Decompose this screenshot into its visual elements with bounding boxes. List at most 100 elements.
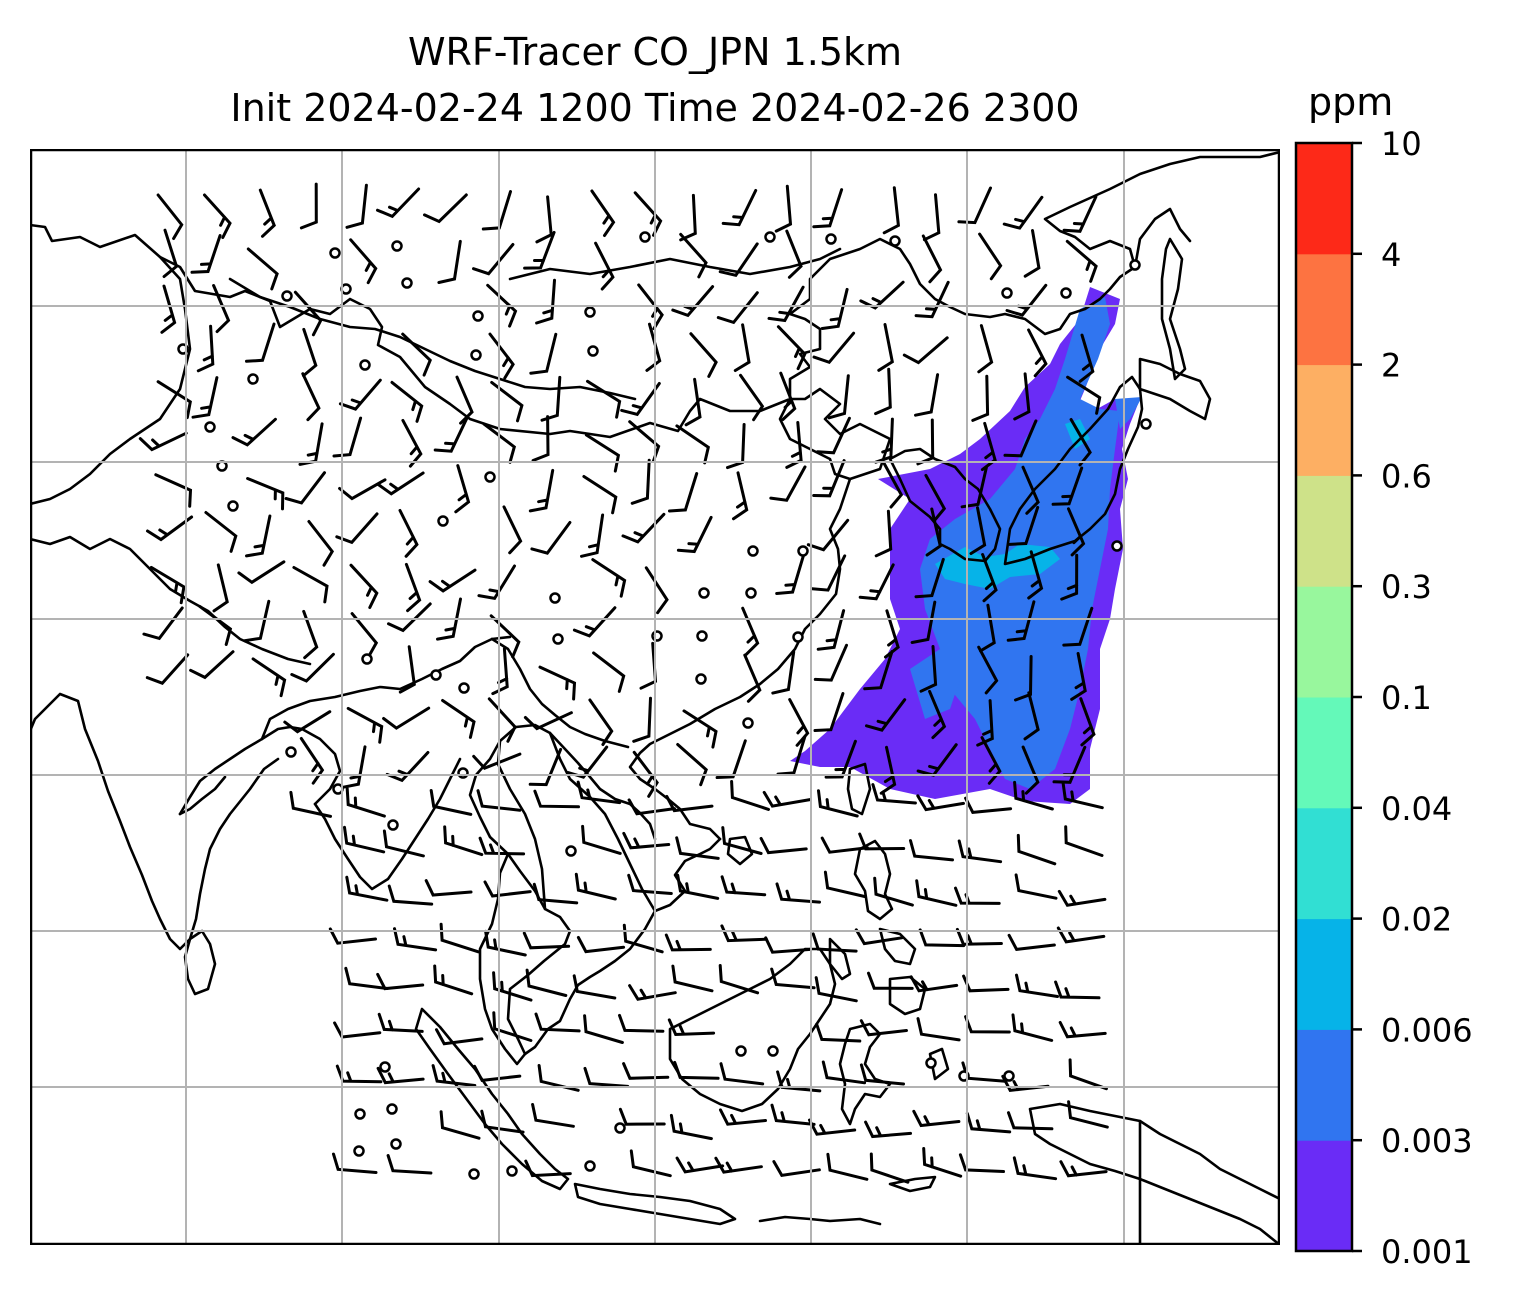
wind-barb: [869, 1152, 910, 1184]
bay-of-bengal-coast: [178, 725, 342, 816]
wind-barb: [583, 1014, 624, 1044]
wind-barb: [437, 239, 462, 284]
wind-barb: [258, 188, 276, 238]
wind-barb: [733, 323, 751, 372]
wind-barb: [535, 278, 556, 325]
wind-barb: [377, 1012, 424, 1033]
wind-barb: [529, 332, 558, 375]
wind-barb: [714, 1156, 763, 1174]
wind-barb: [349, 563, 379, 609]
wind-barb: [472, 243, 515, 276]
colorbar-tick-label: 0.3: [1381, 568, 1432, 606]
wind-barb: [858, 563, 895, 601]
wind-barb: [292, 566, 329, 604]
wind-barb: [632, 696, 652, 743]
wind-barb: [679, 193, 697, 242]
wind-barb: [954, 886, 1001, 905]
calm-marker: [764, 231, 776, 243]
indochina-coast: [523, 837, 722, 1056]
wind-barb: [1008, 505, 1040, 546]
calm-marker: [797, 545, 809, 557]
wind-barb: [629, 1149, 672, 1178]
philippines-visayas: [878, 927, 917, 966]
wind-barb: [489, 614, 521, 659]
wind-barb: [865, 698, 907, 732]
wind-barb: [472, 752, 522, 770]
wind-barb: [387, 884, 434, 906]
wind-barb: [759, 836, 808, 855]
wind-barb: [436, 597, 462, 641]
calm-marker: [745, 587, 757, 599]
calm-marker: [281, 290, 293, 302]
wind-barb: [639, 641, 658, 690]
wind-barb: [1023, 691, 1040, 741]
wind-barb: [1069, 418, 1092, 467]
wind-barb: [859, 280, 905, 310]
wind-barb: [592, 651, 626, 693]
calm-marker: [747, 545, 759, 557]
calm-marker: [1111, 540, 1123, 552]
wind-barb: [821, 1060, 867, 1085]
wind-barb: [644, 566, 669, 615]
wind-barb: [530, 521, 572, 555]
wind-barb: [772, 1160, 821, 1178]
wind-barb: [189, 650, 235, 680]
wind-barb: [584, 433, 621, 473]
wind-barb: [429, 789, 473, 816]
wind-barb: [1023, 229, 1041, 278]
wind-barb: [682, 709, 718, 749]
wind-barb: [764, 936, 812, 954]
wind-barb: [675, 1156, 725, 1174]
colorbar-segments: [1296, 143, 1352, 1252]
calm-marker: [354, 1108, 366, 1120]
wind-barb: [338, 378, 382, 411]
wind-barb: [428, 568, 477, 593]
colorbar-segment: [1296, 586, 1352, 698]
wind-barb: [540, 375, 562, 422]
wind-barb: [812, 459, 846, 498]
wind-barb: [198, 604, 233, 646]
sakhalin: [1160, 237, 1187, 381]
wind-barb: [719, 1062, 765, 1086]
wind-barb: [816, 416, 851, 455]
wind-barb: [881, 459, 904, 509]
wind-barb: [879, 745, 897, 795]
wind-barb: [1058, 1021, 1107, 1039]
wind-barb: [390, 380, 424, 423]
wind-barb: [813, 643, 848, 682]
wind-barb: [345, 875, 389, 902]
wind-barb: [482, 422, 517, 464]
wind-barb: [676, 873, 720, 900]
colorbar-tick-label: 0.1: [1381, 679, 1432, 717]
wind-barb: [580, 513, 605, 558]
wind-barb: [910, 600, 937, 644]
wind-barb: [156, 193, 184, 240]
colorbar-tick-label: 0.003: [1381, 1122, 1473, 1160]
wind-barb: [502, 505, 523, 555]
wind-barb: [730, 780, 770, 811]
wind-barb: [588, 698, 614, 746]
wind-barb: [665, 795, 714, 813]
wind-barb: [349, 238, 378, 285]
wind-barb: [487, 697, 517, 743]
japan-honshu: [1003, 375, 1144, 566]
wind-barb: [675, 836, 720, 860]
wind-barb: [531, 1103, 575, 1128]
colorbar-tick-label: 0.006: [1381, 1011, 1473, 1049]
wind-barb: [741, 606, 760, 656]
wind-barb: [431, 1064, 477, 1087]
calm-marker: [651, 630, 663, 642]
wind-barb: [979, 603, 996, 653]
wind-barb: [290, 652, 335, 683]
wind-barb: [386, 1154, 433, 1175]
wind-barb: [721, 189, 758, 227]
wind-barb: [492, 1011, 533, 1042]
wind-barb: [915, 879, 958, 907]
calm-marker: [458, 682, 470, 694]
korea-peninsula: [888, 447, 1002, 563]
wind-barb: [827, 374, 850, 420]
calm-marker: [390, 1138, 402, 1150]
wind-barb: [486, 283, 518, 328]
lesser-sundas: [758, 1215, 882, 1226]
wind-barb: [245, 514, 272, 558]
